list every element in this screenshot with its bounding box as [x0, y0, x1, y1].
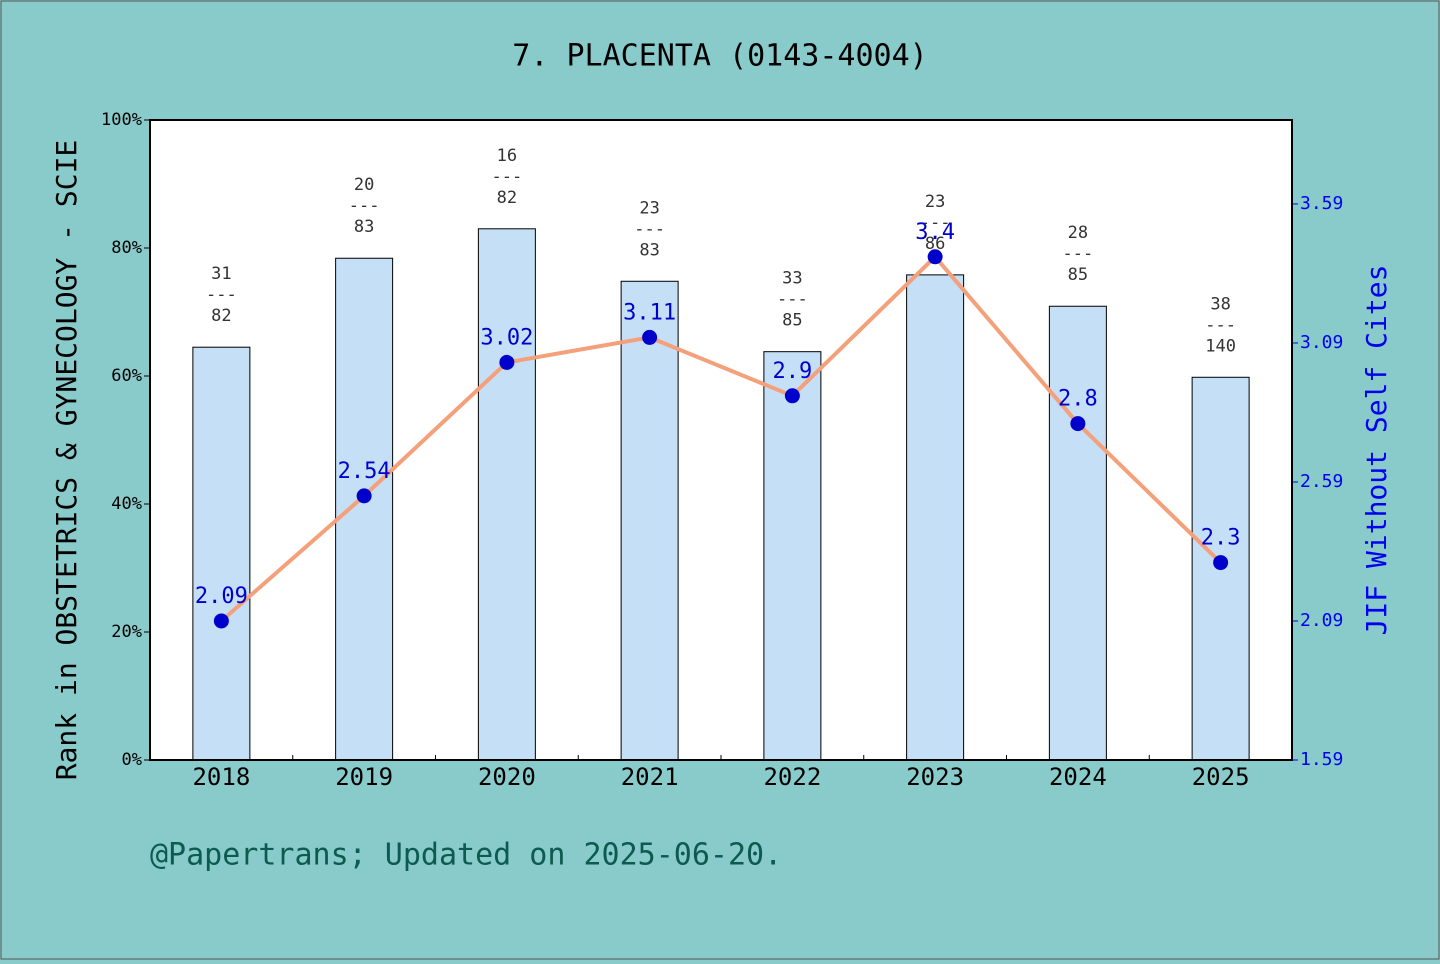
- value-label: 3.11: [623, 300, 676, 325]
- x-tick-label: 2024: [1049, 763, 1107, 791]
- bar: [763, 351, 822, 761]
- y-tick-label: 40%: [111, 494, 142, 514]
- y2-tick-label: 1.59: [1300, 749, 1343, 770]
- y-tick-label: 100%: [101, 110, 142, 130]
- x-tick-label: 2023: [906, 763, 964, 791]
- bar: [620, 280, 679, 761]
- point: [927, 249, 943, 265]
- plot-frame: [149, 119, 1293, 761]
- line: [220, 253, 1223, 623]
- x-tick-label: 2020: [478, 763, 536, 791]
- point: [642, 329, 658, 345]
- rank-separator: ---: [349, 196, 380, 216]
- point: [784, 388, 800, 404]
- point: [1213, 555, 1229, 571]
- point: [213, 613, 229, 629]
- bar: [906, 274, 965, 761]
- y-tick-label: 60%: [111, 366, 142, 386]
- bar: [335, 257, 394, 761]
- chart-title: 7. PLACENTA (0143-4004): [512, 39, 927, 74]
- rank-label: 23: [639, 198, 659, 218]
- rank-separator: ---: [634, 219, 665, 239]
- rank-separator: ---: [920, 213, 951, 233]
- value-label: 2.8: [1058, 387, 1098, 412]
- rank-separator: ---: [1205, 315, 1236, 335]
- footer: @Papertrans; Updated on 2025-06-20.: [150, 838, 782, 873]
- x-tick-label: 2025: [1192, 763, 1250, 791]
- value-label: 2.3: [1201, 526, 1241, 551]
- bar: [477, 228, 536, 761]
- y-tick-label: 80%: [111, 238, 142, 258]
- x-tick-label: 2021: [621, 763, 679, 791]
- value-label: 2.09: [195, 584, 248, 609]
- value-label: 2.9: [773, 359, 813, 384]
- rank-label: 23: [925, 192, 945, 212]
- total-label: 85: [782, 311, 802, 331]
- rank-separator: ---: [1063, 244, 1094, 264]
- total-label: 82: [497, 188, 517, 208]
- y-tick-label: 0%: [122, 750, 142, 770]
- point: [356, 488, 372, 504]
- rank-label: 16: [497, 146, 517, 166]
- rank-separator: ---: [206, 285, 237, 305]
- value-label: 2.54: [338, 459, 391, 484]
- value-label: 3.4: [915, 220, 955, 245]
- y2-axis-label: JIF Without Self Cites: [1360, 265, 1393, 636]
- rank-separator: ---: [492, 167, 523, 187]
- total-label: 82: [211, 306, 231, 326]
- rank-label: 33: [782, 269, 802, 289]
- rank-label: 31: [211, 264, 231, 284]
- rank-label: 20: [354, 175, 374, 195]
- total-label: 140: [1205, 336, 1236, 356]
- point: [499, 354, 515, 370]
- x-tick-label: 2019: [335, 763, 393, 791]
- plot-area: [150, 120, 1292, 760]
- rank-label: 28: [1068, 223, 1088, 243]
- y-axis-label: Rank in OBSTETRICS & GYNECOLOGY - SCIE: [50, 140, 83, 781]
- total-label: 85: [1068, 265, 1088, 285]
- total-label: 83: [354, 217, 374, 237]
- rank-label: 38: [1210, 294, 1230, 314]
- y2-tick-label: 3.59: [1300, 193, 1343, 214]
- bar: [192, 346, 251, 761]
- x-tick-label: 2018: [192, 763, 250, 791]
- bar: [1048, 305, 1107, 761]
- rank-separator: ---: [777, 290, 808, 310]
- y2-tick-label: 2.59: [1300, 471, 1343, 492]
- total-label: 83: [639, 240, 659, 260]
- point: [1070, 416, 1086, 432]
- y-tick-label: 20%: [111, 622, 142, 642]
- y2-tick-label: 3.09: [1300, 332, 1343, 353]
- total-label: 86: [925, 234, 945, 254]
- x-tick-label: 2022: [763, 763, 821, 791]
- value-label: 3.02: [480, 325, 533, 350]
- y2-tick-label: 2.09: [1300, 610, 1343, 631]
